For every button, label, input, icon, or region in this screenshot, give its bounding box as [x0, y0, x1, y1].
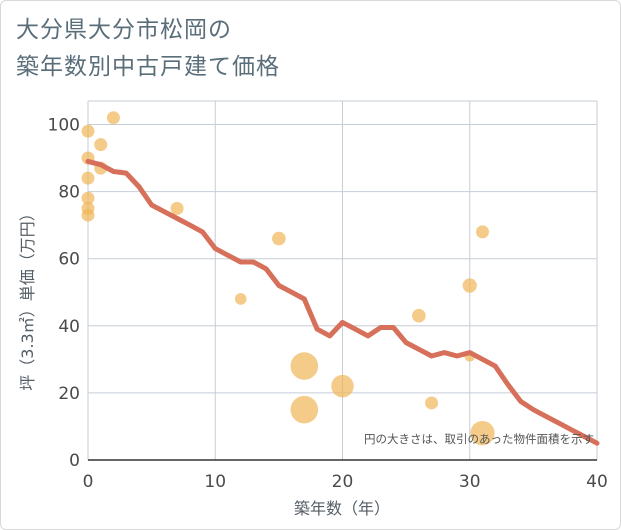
x-axis-ticks: 0 10 20 30 40	[83, 472, 608, 492]
scatter-point-19	[475, 225, 489, 239]
scatter-point-8	[106, 111, 120, 125]
x-tick-label-10: 10	[204, 472, 226, 492]
scatter-point-5	[81, 208, 95, 222]
scatter-point-3	[81, 191, 95, 205]
chart-title-line-1: 大分県大分市松岡の	[16, 17, 232, 43]
y-tick-label-40: 40	[58, 317, 80, 337]
scatter-point-13	[290, 395, 319, 424]
scatter-point-20	[470, 420, 495, 446]
scatter-point-14	[331, 374, 354, 398]
scatter-point-15	[412, 308, 426, 323]
chart-title: 大分県大分市松岡の 築年数別中古戸建て価格	[16, 12, 280, 86]
x-tick-label-0: 0	[83, 472, 94, 492]
y-tick-label-60: 60	[58, 250, 80, 270]
x-tick-label-20: 20	[332, 472, 354, 492]
scatter-point-17	[462, 278, 477, 293]
scatter-point-11	[272, 231, 286, 246]
scatter-point-2	[81, 171, 95, 185]
y-tick-label-80: 80	[58, 183, 80, 203]
scatter-point-16	[425, 396, 439, 410]
x-tick-label-40: 40	[586, 472, 608, 492]
y-tick-label-100: 100	[48, 115, 80, 135]
grid-lines	[87, 100, 598, 460]
scatter-point-0	[81, 124, 95, 138]
scatter-point-10	[234, 293, 247, 305]
x-tick-label-30: 30	[459, 472, 481, 492]
scatter-points	[81, 111, 495, 446]
scatter-point-9	[170, 201, 184, 215]
y-tick-label-0: 0	[69, 451, 80, 471]
scatter-point-6	[94, 138, 108, 152]
trend-line	[85, 158, 600, 446]
x-axis-label: 築年数（年）	[294, 499, 390, 518]
y-axis-label: 坪（3.3㎡）単価（万円）	[18, 205, 37, 390]
y-tick-label-20: 20	[58, 384, 80, 404]
scatter-point-12	[290, 352, 319, 380]
y-axis-ticks: 0 20 40 60 80 100	[48, 115, 80, 471]
chart-title-line-2: 築年数別中古戸建て価格	[16, 54, 280, 80]
size-annotation: 円の大きさは、取引のあった物件面積を示す	[364, 432, 594, 446]
